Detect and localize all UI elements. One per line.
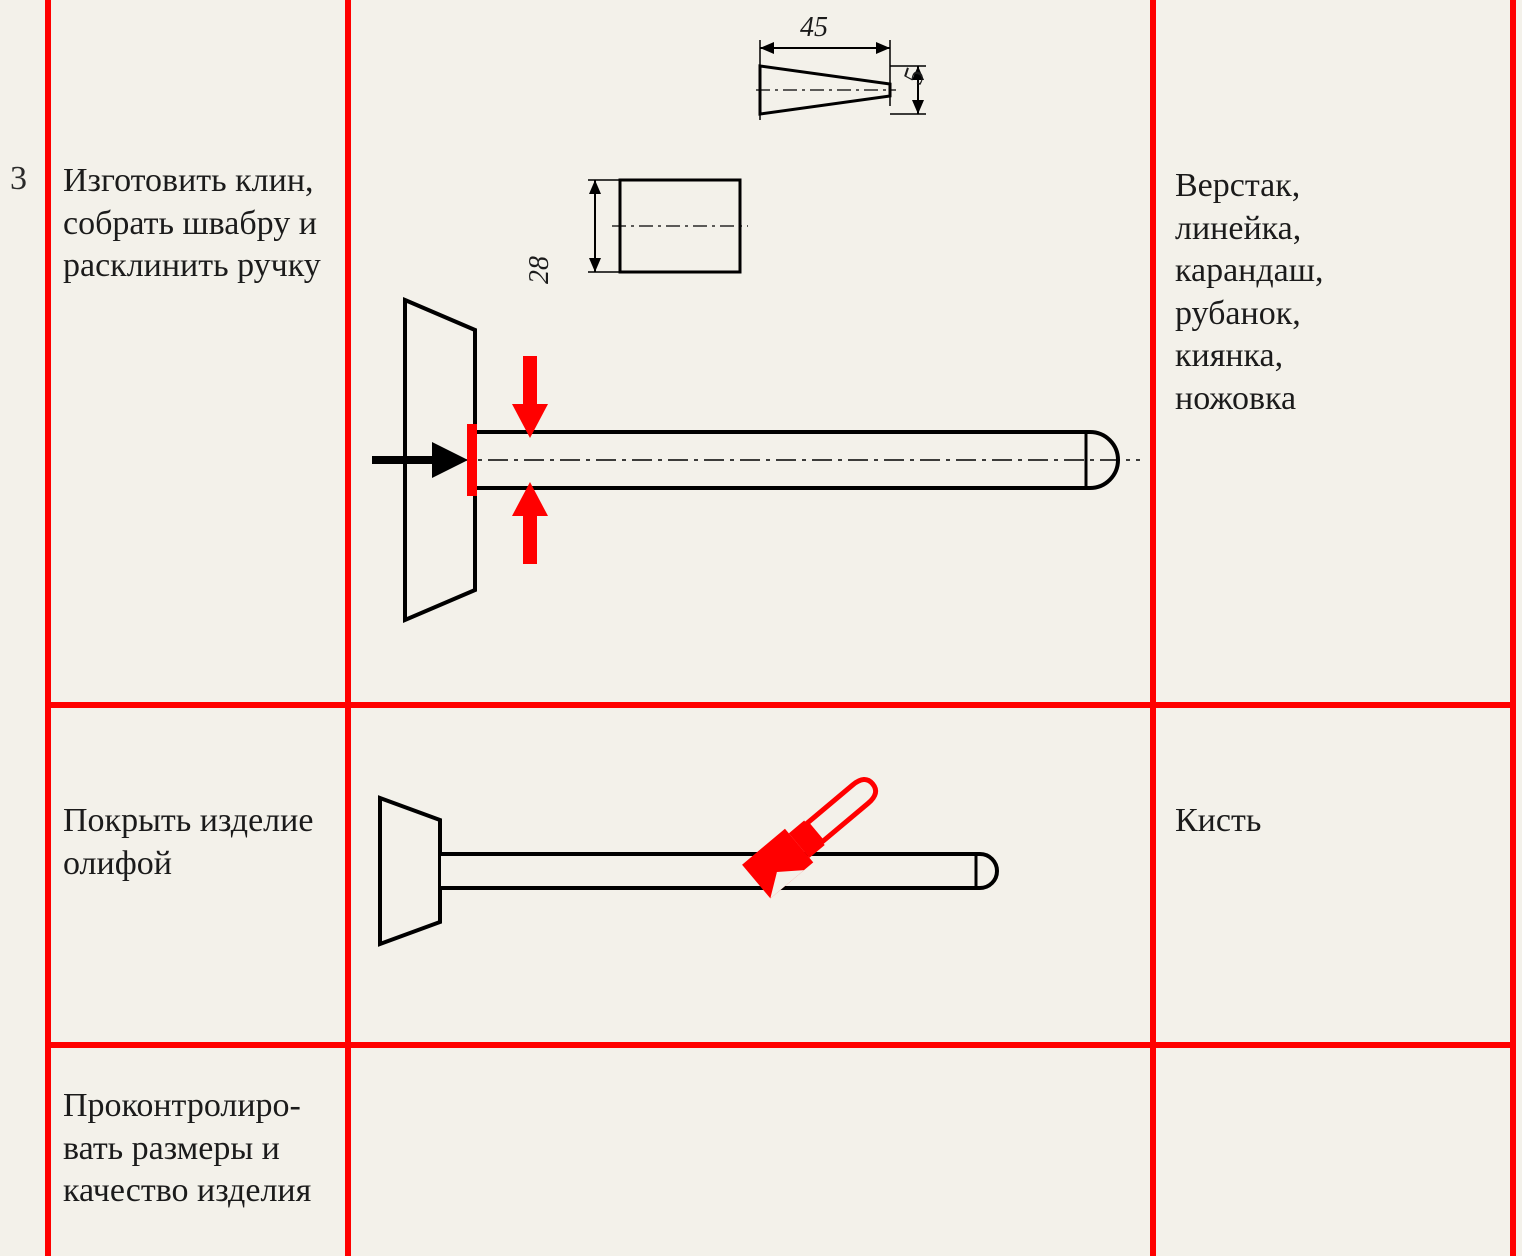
step-description: Проконтролиро- вать размеры и качество и… [63,1085,353,1213]
grid-hline [45,1042,1516,1048]
grid-vline [1150,0,1156,1256]
grid-vline [1510,0,1516,1256]
mop-small-drawing [0,0,1150,1042]
page: 3 Изготовить клин, собрать швабру и раск… [0,0,1522,1256]
step-tools: Верстак, линейка, карандаш, рубанок, кия… [1175,165,1495,420]
step-tools: Кисть [1175,800,1495,843]
